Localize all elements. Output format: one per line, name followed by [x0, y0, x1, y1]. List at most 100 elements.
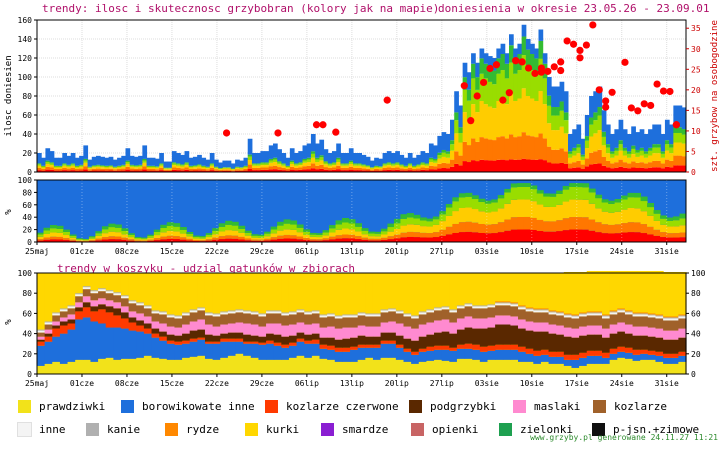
report-bar-segment — [542, 78, 548, 105]
report-bar-segment — [618, 119, 624, 141]
basket-segment — [212, 341, 221, 344]
basket-segment — [44, 341, 53, 364]
basket-segment — [449, 312, 458, 323]
basket-segment — [220, 333, 229, 339]
heat-segment — [160, 239, 168, 242]
report-bar-segment — [669, 144, 674, 148]
report-bar-segment — [159, 167, 164, 171]
basket-segment — [350, 349, 359, 362]
report-bar — [310, 134, 316, 172]
report-bar-segment — [656, 147, 662, 154]
report-bar-segment — [171, 165, 177, 168]
report-bar-segment — [669, 160, 674, 168]
basket-segment — [403, 313, 412, 315]
basket-column — [464, 273, 473, 374]
efficiency-dot — [634, 107, 642, 115]
basket-segment — [113, 273, 122, 293]
report-bar-segment — [605, 147, 611, 154]
heat-segment — [114, 236, 122, 240]
basket-segment — [250, 341, 260, 344]
heat-column — [160, 224, 168, 242]
basket-segment — [334, 273, 344, 316]
heat-segment — [582, 199, 590, 218]
basket-column — [548, 273, 557, 374]
report-bar — [41, 157, 46, 172]
report-bar-segment — [605, 144, 611, 148]
report-bar-segment — [492, 108, 497, 141]
report-bar-segment — [546, 123, 552, 147]
report-bar-segment — [551, 130, 556, 150]
basket-segment — [426, 273, 435, 310]
legend-label: maslaki — [534, 399, 581, 413]
report-bar-segment — [391, 167, 396, 171]
basket-segment — [640, 335, 649, 350]
basket-segment — [579, 314, 588, 317]
report-bar-segment — [332, 151, 337, 163]
basket-segment — [632, 326, 641, 336]
heat-column — [530, 185, 538, 242]
report-bar-segment — [298, 167, 303, 170]
heat-segment — [355, 226, 362, 232]
heat-segment — [43, 237, 51, 240]
report-bar-segment — [247, 168, 253, 172]
report-bar-segment — [319, 164, 325, 169]
basket-segment — [495, 315, 504, 325]
basket-segment — [44, 273, 53, 322]
heat-segment — [556, 231, 564, 242]
report-bar — [639, 129, 645, 172]
heat-segment — [452, 201, 460, 212]
report-bar-segment — [197, 170, 202, 172]
report-bar — [142, 145, 148, 172]
basket-segment — [120, 273, 130, 296]
heat-segment — [575, 183, 583, 188]
report-bar — [214, 159, 219, 172]
basket-segment — [586, 350, 595, 356]
report-bar-segment — [458, 127, 464, 133]
report-bar-segment — [104, 169, 110, 171]
heat-segment — [556, 190, 564, 194]
heat-segment — [342, 228, 350, 235]
basket-segment — [235, 309, 244, 311]
basket-segment — [395, 273, 405, 311]
report-bar-segment — [264, 167, 270, 170]
report-bar-segment — [138, 170, 143, 172]
report-bar-segment — [197, 164, 202, 166]
report-bar-segment — [669, 147, 674, 154]
report-bar-segment — [530, 70, 535, 99]
heat-segment — [666, 226, 674, 234]
basket-segment — [510, 359, 519, 374]
basket-segment — [640, 312, 649, 314]
report-bar-segment — [576, 160, 582, 168]
report-bar-segment — [441, 162, 447, 169]
report-bar-segment — [62, 165, 67, 168]
report-bar-segment — [281, 164, 287, 166]
basket-segment — [273, 310, 282, 312]
heat-column — [497, 195, 505, 242]
heat-column — [393, 218, 401, 242]
basket-segment — [678, 271, 687, 315]
basket-segment — [579, 316, 588, 327]
report-bar-segment — [66, 166, 72, 169]
basket-segment — [655, 351, 664, 356]
heat-segment — [173, 236, 181, 240]
basket-segment — [456, 358, 466, 374]
report-bar-segment — [433, 169, 438, 172]
basket-segment — [357, 273, 366, 313]
report-bar-segment — [171, 167, 177, 170]
report-bar-segment — [580, 159, 586, 165]
basket-segment — [487, 273, 496, 305]
heat-segment — [342, 234, 350, 239]
basket-segment — [594, 270, 603, 312]
basket-segment — [624, 333, 634, 348]
report-bar-segment — [614, 162, 620, 168]
report-bar-segment — [652, 124, 657, 145]
panel2-ytick-label: 40 — [22, 213, 32, 222]
heat-column — [114, 224, 122, 242]
heat-segment — [380, 234, 388, 238]
basket-segment — [586, 334, 595, 351]
heat-segment — [75, 239, 83, 241]
report-bar-segment — [197, 168, 202, 171]
report-bar — [374, 157, 379, 172]
basket-segment — [632, 313, 641, 315]
basket-segment — [632, 314, 641, 317]
